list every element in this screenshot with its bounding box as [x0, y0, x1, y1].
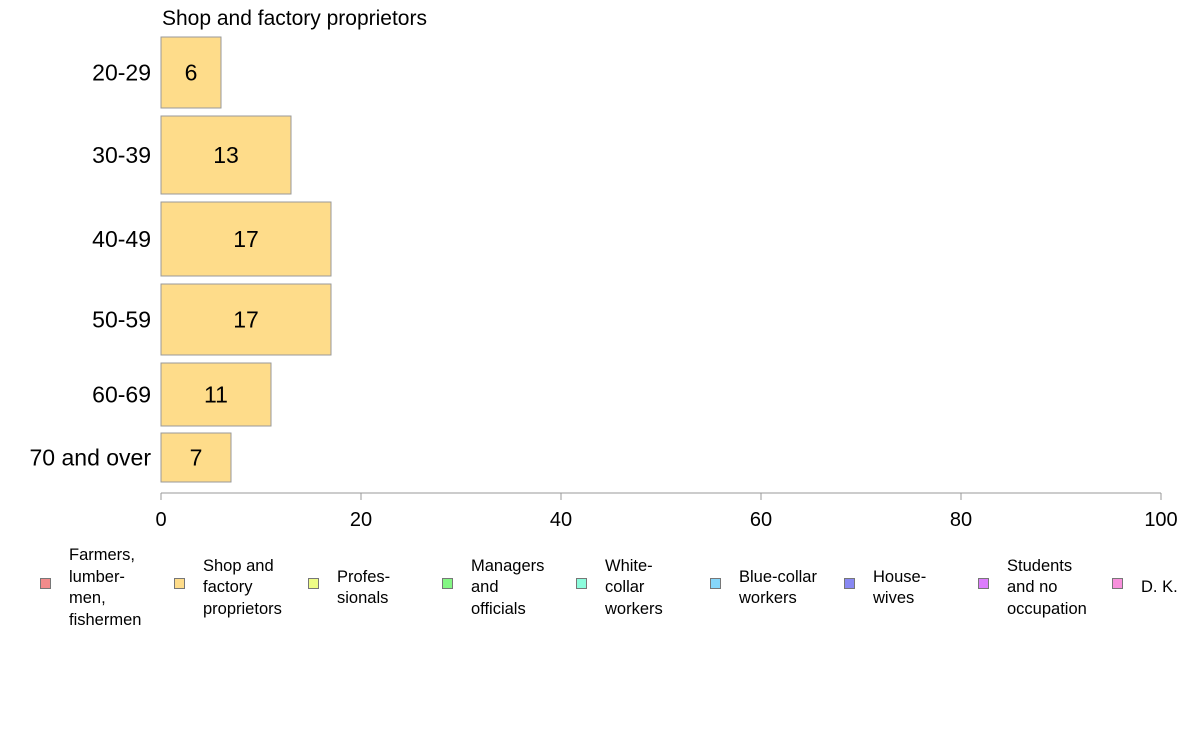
bar-30-39 [160, 115, 292, 195]
legend-label: House- wives [873, 567, 927, 608]
bar-50-59 [160, 283, 332, 356]
category-label: 40-49 [92, 226, 151, 252]
category-label: 60-69 [92, 382, 151, 408]
legend-item: White- collar workers [574, 543, 708, 633]
x-tick-label: 80 [950, 509, 972, 531]
legend-item: Shop and factory proprietors [172, 543, 306, 633]
x-tick-label: 40 [550, 509, 572, 531]
legend-item: Students and no occupation [976, 543, 1110, 633]
legend-label: Blue-collar workers [739, 567, 817, 608]
bar-20-29 [160, 36, 222, 109]
bars-layer: 6 20-29 13 30-39 17 40-49 17 50-59 11 60-69 7 70 an… [30, 36, 332, 483]
x-tick-label: 60 [750, 509, 772, 531]
legend-swatch-icon [978, 578, 989, 589]
legend-label: Farmers, lumber- men, fishermen [69, 546, 142, 629]
bar-value-label: 13 [213, 142, 239, 168]
bar-60-69 [160, 362, 272, 427]
x-axis: 0 20 40 60 80 100 [155, 492, 1178, 531]
legend-item: House- wives [842, 543, 976, 633]
legend-item: Profes- sionals [306, 543, 440, 633]
legend-swatch-icon [40, 578, 51, 589]
bar-value-label: 7 [190, 445, 203, 471]
legend-swatch-icon [1112, 578, 1123, 589]
legend-label: D. K. [1141, 578, 1178, 597]
bar-value-label: 11 [204, 382, 228, 408]
x-tick-label: 20 [350, 509, 372, 531]
legend: Farmers, lumber- men, fishermen Shop and … [38, 543, 1188, 643]
x-tick-label: 0 [155, 509, 166, 531]
legend-label: Students and no occupation [1007, 556, 1087, 618]
category-label: 20-29 [92, 60, 151, 86]
category-label: 30-39 [92, 142, 151, 168]
legend-swatch-icon [710, 578, 721, 589]
category-label: 70 and over [30, 445, 152, 471]
legend-swatch-icon [844, 578, 855, 589]
bar-value-label: 6 [185, 60, 198, 86]
chart-title: Shop and factory proprietors [162, 7, 427, 30]
bar-40-49 [160, 201, 332, 277]
legend-item: D. K. [1110, 543, 1188, 633]
legend-swatch-icon [576, 578, 587, 589]
bar-value-label: 17 [233, 307, 259, 333]
x-tick-label: 100 [1144, 509, 1177, 531]
legend-item: Blue-collar workers [708, 543, 842, 633]
legend-swatch-icon [174, 578, 185, 589]
legend-label: White- collar workers [605, 556, 663, 618]
legend-item: Managers and officials [440, 543, 574, 633]
legend-label: Shop and factory proprietors [203, 556, 282, 618]
legend-label: Profes- sionals [337, 567, 391, 608]
legend-swatch-icon [442, 578, 453, 589]
category-label: 50-59 [92, 307, 151, 333]
bar-value-label: 17 [233, 226, 259, 252]
legend-swatch-icon [308, 578, 319, 589]
legend-label: Managers and officials [471, 556, 545, 618]
bar-70-and-over [160, 432, 232, 483]
legend-item: Farmers, lumber- men, fishermen [38, 543, 172, 633]
